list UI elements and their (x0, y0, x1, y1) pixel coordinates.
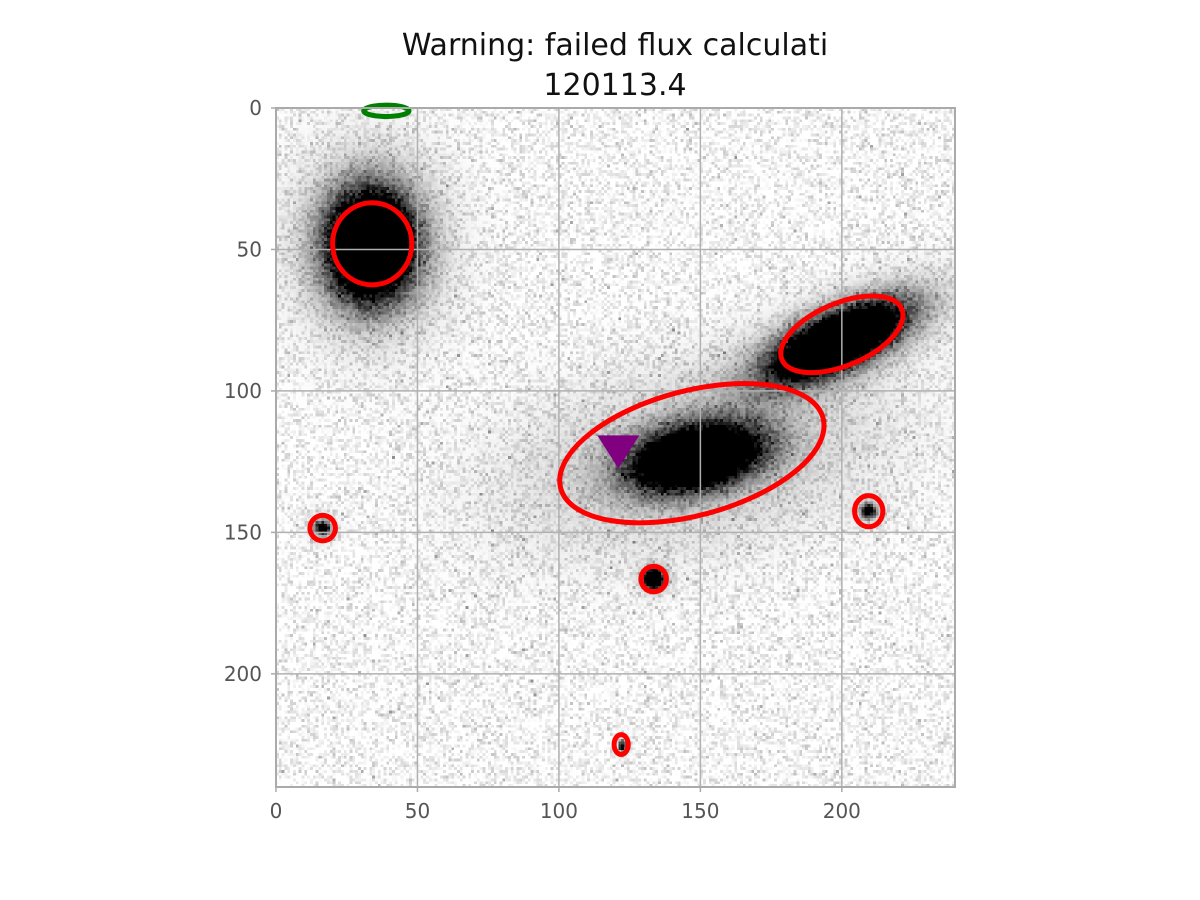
y-tick-label-100: 100 (224, 379, 262, 403)
figure-title-line-1: Warning: failed flux calculati (402, 28, 828, 63)
x-tick-label-0: 0 (270, 799, 283, 823)
x-tick-label-50: 50 (405, 799, 430, 823)
figure-title-line-2: 120113.4 (543, 68, 686, 103)
aperture-7 (611, 732, 631, 757)
aperture-4 (307, 512, 338, 544)
image-axes: 0 50 100 150 200 0 50 100 150 200 (224, 96, 956, 823)
y-tick-label-50: 50 (237, 237, 262, 261)
aperture-5 (638, 563, 669, 595)
target-marker (597, 435, 640, 469)
y-tick-label-150: 150 (224, 520, 262, 544)
marker-overlay (597, 435, 640, 469)
y-tick-label-200: 200 (224, 662, 262, 686)
axes-frame (275, 107, 956, 788)
aperture-8 (361, 102, 412, 119)
x-axis: 0 50 100 150 200 (270, 787, 861, 823)
x-tick-label-150: 150 (681, 799, 719, 823)
aperture-6 (852, 493, 886, 530)
aperture-1 (330, 200, 415, 288)
x-tick-label-100: 100 (540, 799, 578, 823)
aperture-overlay (307, 102, 906, 757)
y-axis: 0 50 100 150 200 (224, 96, 276, 686)
x-tick-label-200: 200 (823, 799, 861, 823)
y-tick-label-0: 0 (249, 96, 262, 120)
aperture-2 (778, 293, 906, 376)
aperture-3 (557, 381, 827, 526)
